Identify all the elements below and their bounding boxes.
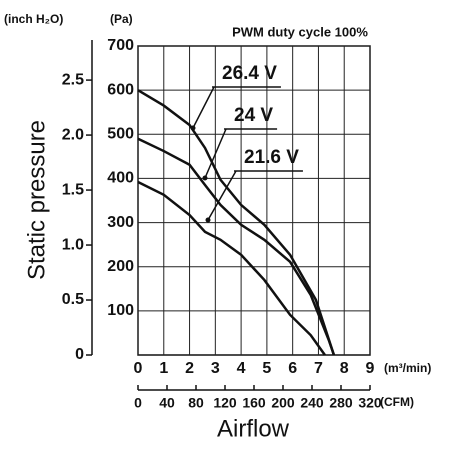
x2-tick-label: 320	[358, 395, 382, 411]
y2-tick-label: 0	[75, 346, 84, 363]
x-tick-label: 4	[237, 360, 246, 377]
y2-tick-label: 1.5	[62, 181, 84, 198]
y-tick-label: 500	[107, 126, 134, 143]
y2-tick-label: 2.5	[62, 71, 84, 88]
y-tick-label: 600	[107, 81, 134, 98]
x2-tick-label: 40	[159, 395, 175, 411]
y2-tick-label: 1.0	[62, 236, 84, 253]
x2-tick-label: 80	[188, 395, 204, 411]
x-axis-title: Airflow	[217, 415, 290, 442]
x-tick-label: 0	[134, 360, 143, 377]
x2-tick-label: 280	[329, 395, 353, 411]
x2-tick-label: 120	[213, 395, 237, 411]
x2-tick-label: 160	[242, 395, 266, 411]
y-axis-title: Static pressure	[23, 120, 50, 280]
label-leader	[204, 128, 227, 179]
y-tick-label: 300	[107, 214, 134, 231]
x2-tick-label: 0	[134, 395, 142, 411]
series-line	[137, 89, 336, 356]
x2-tick-label: 240	[300, 395, 324, 411]
leader-dot	[202, 175, 208, 181]
x-tick-label: 8	[340, 360, 349, 377]
x2-tick-label: 200	[271, 395, 295, 411]
chart-title: PWM duty cycle 100%	[232, 24, 368, 39]
y2-tick-label: 2.0	[62, 126, 84, 143]
x2-unit: (CFM)	[380, 395, 414, 409]
y-tick-label: 700	[107, 37, 134, 54]
x-tick-label: 5	[262, 360, 271, 377]
y-tick-label: 400	[107, 170, 134, 187]
y-tick-label: 200	[107, 258, 134, 275]
x-tick-label: 2	[185, 360, 194, 377]
series-label: 21.6 V	[244, 147, 299, 168]
series-line	[137, 180, 326, 356]
x-unit: (m³/min)	[384, 361, 431, 375]
label-leader	[192, 86, 215, 129]
x-tick-label: 3	[211, 360, 220, 377]
x-tick-label: 6	[288, 360, 297, 377]
y2-tick-label: 0.5	[62, 291, 84, 308]
y-tick-label: 100	[107, 302, 134, 319]
y-unit: (Pa)	[110, 12, 133, 26]
x-tick-label: 1	[159, 360, 168, 377]
x-tick-label: 7	[314, 360, 323, 377]
series-label: 24 V	[234, 105, 273, 126]
series-line	[137, 137, 336, 356]
leader-dot	[205, 217, 211, 223]
y2-unit: (inch H₂O)	[4, 12, 63, 26]
leader-dot	[190, 125, 196, 131]
series-label: 26.4 V	[222, 63, 277, 84]
x-tick-label: 9	[366, 360, 375, 377]
label-leader	[207, 170, 237, 221]
